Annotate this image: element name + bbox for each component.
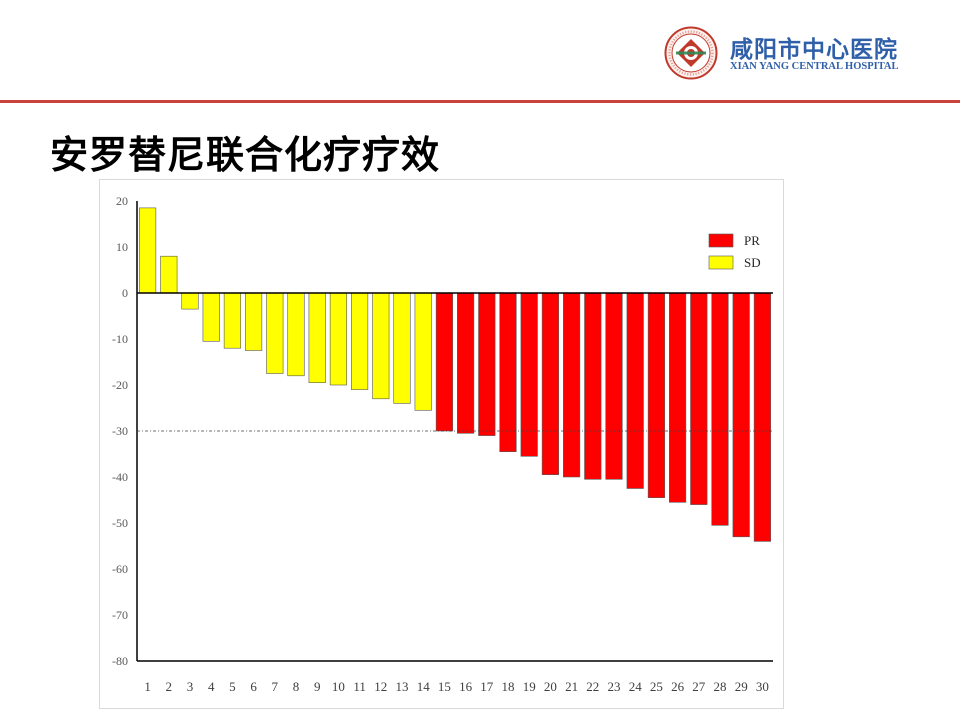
bar-21	[563, 292, 581, 478]
bar-27	[690, 292, 708, 505]
bar-22	[584, 292, 602, 480]
y-tick-label: -80	[112, 654, 128, 668]
x-tick-label: 20	[544, 679, 557, 694]
x-tick-label: 30	[756, 679, 769, 694]
hospital-name-cn: 咸阳市中心医院	[730, 36, 898, 63]
x-tick-label: 11	[353, 679, 366, 694]
x-tick-label: 16	[459, 679, 473, 694]
bar-8	[287, 292, 305, 377]
y-tick-label: -60	[112, 562, 128, 576]
x-tick-label: 15	[438, 679, 451, 694]
bar-25	[647, 292, 665, 498]
page-title: 安罗替尼联合化疗疗效	[50, 133, 441, 177]
x-tick-label: 4	[208, 679, 215, 694]
bar-14	[414, 292, 432, 411]
header-divider	[0, 100, 960, 103]
y-tick-label: -20	[112, 378, 128, 392]
bar-11	[351, 292, 369, 390]
bar-15	[435, 292, 453, 432]
x-tick-label: 27	[692, 679, 706, 694]
legend-swatch-sd	[708, 255, 734, 270]
x-tick-label: 23	[608, 679, 621, 694]
x-tick-label: 21	[565, 679, 578, 694]
x-tick-label: 22	[586, 679, 599, 694]
x-tick-label: 29	[735, 679, 748, 694]
bar-13	[393, 292, 411, 404]
bar-18	[499, 292, 517, 452]
bar-28	[711, 292, 729, 526]
x-tick-label: 17	[480, 679, 494, 694]
x-tick-label: 12	[374, 679, 387, 694]
bar-4	[202, 292, 220, 342]
legend: PR SD	[708, 233, 761, 270]
x-axis-ticks: 1 2 3 4 5 6 7 8 9 10 11 12 13 14 15 16 17 18 19 20 21 22 23 24 2…	[144, 679, 769, 694]
x-tick-label: 2	[166, 679, 173, 694]
legend-swatch-pr	[708, 233, 734, 248]
bar-1	[139, 207, 157, 294]
bar-16	[457, 292, 475, 434]
bar-12	[372, 292, 390, 400]
x-tick-label: 9	[314, 679, 321, 694]
bar-3	[181, 292, 199, 310]
bar-24	[626, 292, 644, 489]
bar-5	[223, 292, 241, 349]
y-tick-label: 10	[116, 240, 128, 254]
x-tick-label: 5	[229, 679, 236, 694]
hospital-seal-icon	[664, 26, 718, 80]
y-tick-label: 20	[116, 194, 128, 208]
y-tick-label: 0	[122, 286, 128, 300]
bar-7	[266, 292, 284, 374]
x-tick-label: 10	[332, 679, 345, 694]
bar-2	[160, 255, 178, 294]
bar-9	[308, 292, 326, 383]
bars	[139, 207, 771, 542]
bar-30	[753, 292, 771, 542]
y-tick-label: -70	[112, 608, 128, 622]
y-tick-label: -30	[112, 424, 128, 438]
x-tick-label: 19	[523, 679, 536, 694]
bar-6	[245, 292, 263, 351]
x-tick-label: 1	[144, 679, 151, 694]
x-tick-label: 13	[396, 679, 409, 694]
x-tick-label: 6	[250, 679, 257, 694]
x-tick-label: 8	[293, 679, 300, 694]
hospital-logo: 咸阳市中心医院 XIAN YANG CENTRAL HOSPITAL	[664, 26, 904, 80]
bar-26	[669, 292, 687, 503]
legend-label-sd: SD	[744, 255, 761, 270]
bar-17	[478, 292, 496, 436]
y-axis-ticks: 20 10 0 -10 -20 -30 -40 -50 -60 -70 -80	[112, 194, 128, 668]
y-tick-label: -50	[112, 516, 128, 530]
x-tick-label: 7	[272, 679, 279, 694]
bar-19	[520, 292, 538, 457]
hospital-name-en: XIAN YANG CENTRAL HOSPITAL	[730, 61, 899, 72]
y-tick-label: -40	[112, 470, 128, 484]
legend-label-pr: PR	[744, 233, 760, 248]
x-tick-label: 24	[629, 679, 643, 694]
x-tick-label: 14	[417, 679, 431, 694]
bar-29	[732, 292, 750, 538]
bar-10	[329, 292, 347, 386]
x-tick-label: 26	[671, 679, 685, 694]
y-tick-label: -10	[112, 332, 128, 346]
x-tick-label: 25	[650, 679, 663, 694]
x-tick-label: 28	[714, 679, 727, 694]
bar-23	[605, 292, 623, 480]
x-tick-label: 18	[502, 679, 515, 694]
x-tick-label: 3	[187, 679, 194, 694]
bar-20	[541, 292, 559, 475]
